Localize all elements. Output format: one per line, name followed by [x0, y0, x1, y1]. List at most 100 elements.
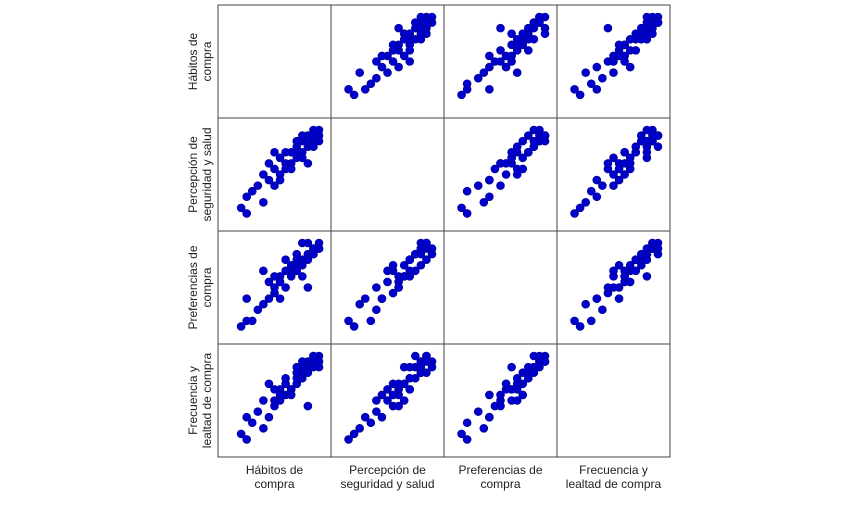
point — [642, 244, 652, 253]
point — [490, 57, 500, 66]
point — [479, 198, 489, 207]
point — [609, 68, 618, 77]
point — [360, 294, 370, 303]
y-axis-label-group: Preferencias decompra — [186, 245, 214, 329]
point — [512, 34, 522, 44]
point — [292, 362, 302, 372]
point — [586, 316, 596, 326]
label-line: compra — [480, 477, 520, 491]
point — [259, 299, 268, 309]
point — [592, 85, 602, 94]
point — [286, 164, 296, 174]
point — [485, 412, 494, 422]
point — [637, 23, 646, 33]
point — [298, 260, 307, 270]
point — [518, 390, 528, 400]
point — [399, 260, 409, 270]
point — [592, 294, 602, 303]
cell — [330, 117, 445, 232]
point — [281, 373, 290, 383]
x-axis-label: Preferencias de compra — [458, 463, 542, 491]
point — [242, 192, 251, 202]
point — [405, 272, 415, 281]
point — [270, 401, 279, 411]
point — [507, 147, 516, 157]
y-axis-label-group: Frecuencia ylealtad de compra — [186, 352, 214, 448]
point — [281, 255, 290, 264]
point — [485, 85, 494, 94]
point — [609, 181, 618, 190]
point — [236, 429, 246, 439]
point — [518, 379, 528, 389]
point — [405, 255, 415, 264]
point — [501, 62, 511, 72]
point — [518, 136, 528, 146]
point — [314, 362, 324, 372]
point — [388, 390, 398, 400]
point — [642, 255, 652, 264]
point — [603, 283, 613, 292]
point — [259, 266, 268, 276]
point — [286, 390, 296, 400]
point — [270, 385, 279, 394]
point — [360, 85, 370, 94]
point — [603, 23, 613, 33]
point — [416, 362, 426, 372]
point — [592, 192, 602, 202]
point — [377, 390, 387, 400]
point — [485, 51, 494, 61]
point — [575, 322, 585, 331]
point — [524, 131, 533, 140]
point — [416, 12, 426, 22]
point — [524, 362, 533, 372]
point — [292, 255, 302, 264]
point — [575, 90, 585, 100]
point — [609, 266, 618, 276]
point — [631, 46, 641, 55]
point — [309, 244, 318, 253]
point — [653, 244, 663, 253]
label-line: Percepción de — [349, 463, 426, 477]
point — [570, 316, 579, 326]
point — [388, 57, 398, 66]
point — [507, 29, 516, 38]
point — [264, 379, 274, 389]
point — [309, 131, 318, 140]
point — [355, 299, 364, 309]
point — [303, 368, 313, 377]
point — [309, 351, 318, 361]
point — [648, 29, 657, 38]
point — [349, 322, 359, 331]
point — [496, 46, 505, 55]
point — [372, 57, 381, 66]
point — [609, 153, 618, 163]
point — [473, 73, 483, 83]
point — [405, 362, 415, 372]
point — [349, 90, 359, 100]
point — [575, 203, 585, 213]
point — [598, 181, 607, 190]
cell — [556, 343, 671, 458]
point — [570, 209, 579, 218]
point — [298, 131, 307, 140]
point — [592, 62, 602, 72]
point — [372, 396, 381, 405]
point — [298, 272, 307, 281]
point — [270, 147, 279, 157]
point — [303, 283, 313, 292]
point — [496, 159, 505, 168]
label-line: Preferencias de — [458, 463, 542, 477]
point — [270, 272, 279, 281]
point — [648, 238, 657, 248]
point — [270, 181, 279, 190]
point — [355, 68, 364, 77]
point — [473, 407, 483, 416]
point — [598, 305, 607, 315]
point — [236, 322, 246, 331]
point — [518, 29, 528, 38]
point — [485, 62, 494, 72]
point — [535, 18, 544, 27]
point — [518, 40, 528, 50]
point — [485, 175, 494, 185]
point — [292, 266, 302, 276]
